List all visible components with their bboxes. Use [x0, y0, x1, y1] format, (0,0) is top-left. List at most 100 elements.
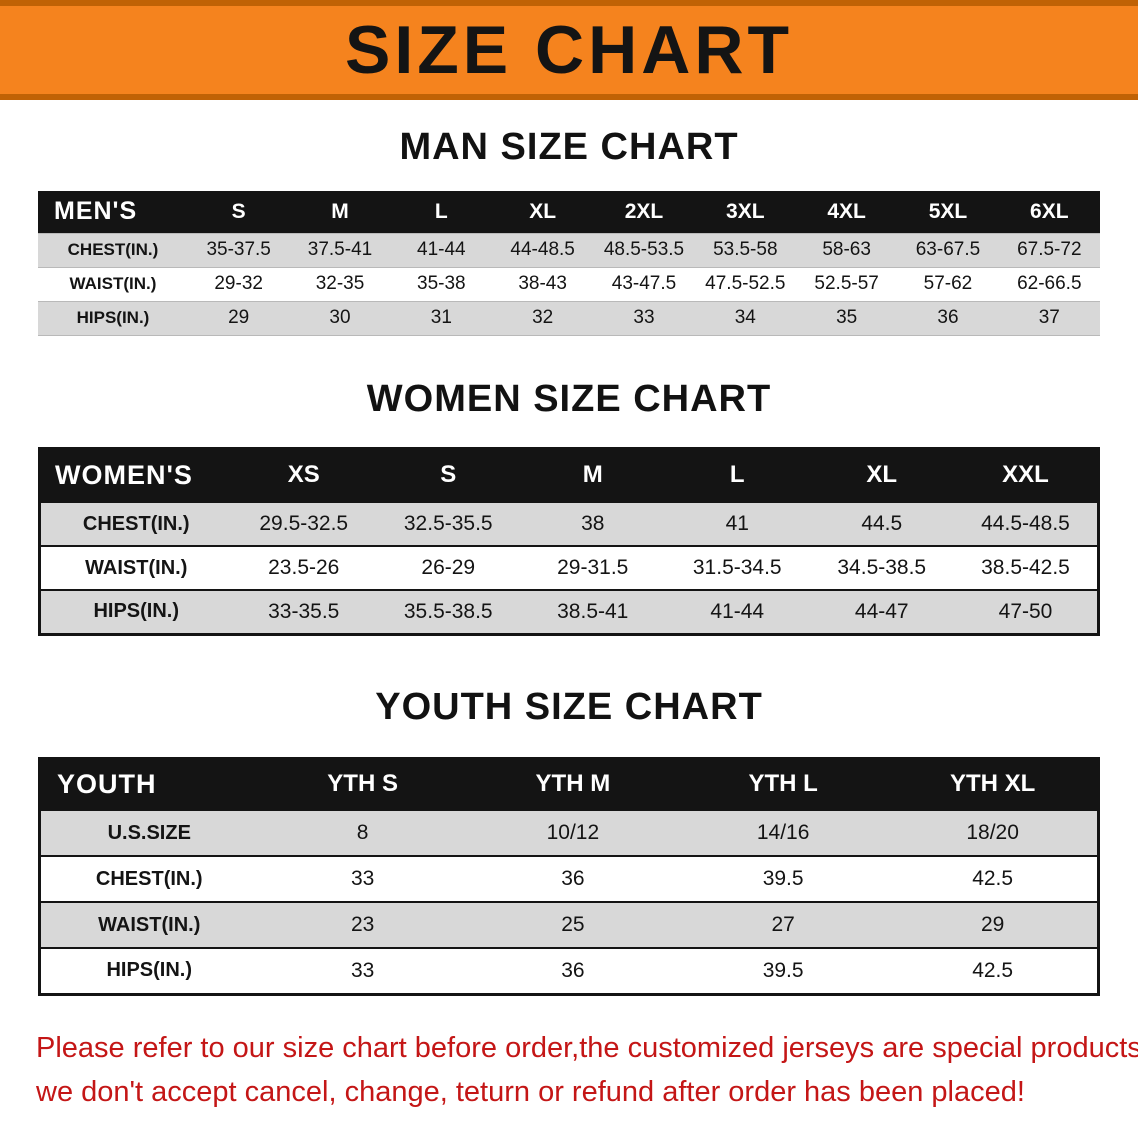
women-table-wrap: WOMEN'S XS S M L XL XXL CHEST(IN.) 29.5-32.5 32.5…	[38, 446, 1100, 636]
men-column-header: 3XL	[694, 191, 796, 233]
footer-disclaimer-line: Please refer to our size chart before or…	[36, 1031, 1138, 1064]
youth-section-heading: YOUTH SIZE CHART	[375, 685, 763, 728]
men-column-header: L	[390, 191, 492, 233]
youth-value-cell: 14/16	[678, 810, 889, 856]
youth-value-cell: 10/12	[467, 810, 678, 856]
women-value-cell: 41	[665, 502, 810, 546]
women-value-cell: 29.5-32.5	[231, 502, 376, 546]
men-column-header: M	[289, 191, 391, 233]
women-table-row: HIPS(IN.) 33-35.5 35.5-38.5 38.5-41 41-44 44-…	[39, 590, 1099, 634]
youth-value-cell: 29	[888, 902, 1099, 948]
men-row-label: WAIST(IN.)	[38, 267, 188, 301]
men-value-cell: 44-48.5	[491, 233, 594, 267]
women-row-label: WAIST(IN.)	[39, 546, 232, 590]
men-value-cell: 35	[795, 301, 898, 335]
men-value-cell: 37	[998, 301, 1100, 335]
women-row-label: HIPS(IN.)	[39, 590, 232, 634]
youth-value-cell: 23	[257, 902, 468, 948]
men-value-cell: 29	[188, 301, 290, 335]
men-value-cell: 67.5-72	[998, 233, 1100, 267]
women-value-cell: 38.5-42.5	[954, 546, 1099, 590]
youth-column-header: YTH XL	[888, 758, 1099, 810]
men-value-cell: 58-63	[795, 233, 898, 267]
youth-row-label: WAIST(IN.)	[39, 902, 258, 948]
men-table-row: HIPS(IN.) 29 30 31 32 33 34 35 36 37	[38, 301, 1100, 335]
youth-row-label: HIPS(IN.)	[39, 948, 258, 994]
youth-row-label: U.S.SIZE	[39, 810, 258, 856]
men-row-label: CHEST(IN.)	[38, 233, 188, 267]
men-value-cell: 48.5-53.5	[593, 233, 695, 267]
women-table-row: WAIST(IN.) 23.5-26 26-29 29-31.5 31.5-34.5 34…	[39, 546, 1099, 590]
men-value-cell: 38-43	[491, 267, 594, 301]
men-value-cell: 32-35	[289, 267, 391, 301]
women-row-label: CHEST(IN.)	[39, 502, 232, 546]
women-header-label: WOMEN'S	[39, 448, 232, 502]
men-section-heading: MAN SIZE CHART	[399, 126, 739, 168]
men-column-header: 5XL	[897, 191, 999, 233]
men-value-cell: 35-38	[390, 267, 492, 301]
women-value-cell: 44-47	[809, 590, 954, 634]
men-value-cell: 32	[491, 301, 594, 335]
women-value-cell: 38.5-41	[520, 590, 665, 634]
women-value-cell: 33-35.5	[231, 590, 376, 634]
men-column-header: 6XL	[998, 191, 1100, 233]
men-row-label: HIPS(IN.)	[38, 301, 188, 335]
women-value-cell: 47-50	[954, 590, 1099, 634]
youth-value-cell: 36	[467, 856, 678, 902]
women-column-header: M	[520, 448, 665, 502]
youth-column-header: YTH M	[467, 758, 678, 810]
youth-table-row: HIPS(IN.) 33 36 39.5 42.5	[39, 948, 1099, 994]
youth-value-cell: 36	[467, 948, 678, 994]
size-chart-banner: SIZE CHART	[0, 0, 1138, 100]
women-column-header: S	[376, 448, 521, 502]
men-table-row: WAIST(IN.) 29-32 32-35 35-38 38-43 43-47.5 47.…	[38, 267, 1100, 301]
men-value-cell: 63-67.5	[897, 233, 999, 267]
women-section: WOMEN SIZE CHART WOMEN'S XS S M L XL XXL CHEST(…	[0, 378, 1138, 636]
women-value-cell: 44.5-48.5	[954, 502, 1099, 546]
youth-column-header: YTH S	[257, 758, 468, 810]
youth-table-row: WAIST(IN.) 23 25 27 29	[39, 902, 1099, 948]
women-value-cell: 44.5	[809, 502, 954, 546]
men-value-cell: 41-44	[390, 233, 492, 267]
footer-disclaimer: Please refer to our size chart before or…	[36, 1026, 1138, 1116]
youth-value-cell: 33	[257, 948, 468, 994]
women-value-cell: 34.5-38.5	[809, 546, 954, 590]
women-value-cell: 29-31.5	[520, 546, 665, 590]
page-title: SIZE CHART	[345, 12, 793, 88]
men-value-cell: 29-32	[188, 267, 290, 301]
youth-value-cell: 8	[257, 810, 468, 856]
men-value-cell: 53.5-58	[694, 233, 796, 267]
youth-value-cell: 42.5	[888, 856, 1099, 902]
women-header-row: WOMEN'S XS S M L XL XXL	[39, 448, 1099, 502]
men-value-cell: 43-47.5	[593, 267, 695, 301]
women-column-header: XS	[231, 448, 376, 502]
youth-value-cell: 39.5	[678, 948, 889, 994]
men-header-row: MEN'S S M L XL 2XL 3XL 4XL 5XL 6XL	[38, 191, 1100, 233]
women-value-cell: 35.5-38.5	[376, 590, 521, 634]
youth-value-cell: 27	[678, 902, 889, 948]
men-value-cell: 52.5-57	[795, 267, 898, 301]
men-value-cell: 37.5-41	[289, 233, 391, 267]
men-section: MAN SIZE CHART MEN'S S M L XL 2XL 3XL 4XL 5XL 6XL…	[0, 126, 1138, 336]
men-size-table: MEN'S S M L XL 2XL 3XL 4XL 5XL 6XL CHEST(IN.) 35-37…	[38, 191, 1100, 336]
men-table-row: CHEST(IN.) 35-37.5 37.5-41 41-44 44-48.5 48.5…	[38, 233, 1100, 267]
women-value-cell: 32.5-35.5	[376, 502, 521, 546]
youth-value-cell: 18/20	[888, 810, 1099, 856]
youth-value-cell: 42.5	[888, 948, 1099, 994]
men-table-wrap: MEN'S S M L XL 2XL 3XL 4XL 5XL 6XL CHEST(IN.) 35-37…	[38, 191, 1100, 336]
youth-header-row: YOUTH YTH S YTH M YTH L YTH XL	[39, 758, 1099, 810]
men-value-cell: 47.5-52.5	[694, 267, 796, 301]
youth-header-label: YOUTH	[39, 758, 258, 810]
women-value-cell: 31.5-34.5	[665, 546, 810, 590]
women-value-cell: 23.5-26	[231, 546, 376, 590]
men-column-header: XL	[491, 191, 594, 233]
youth-column-header: YTH L	[678, 758, 889, 810]
youth-value-cell: 33	[257, 856, 468, 902]
men-header-label: MEN'S	[38, 191, 188, 233]
men-value-cell: 62-66.5	[998, 267, 1100, 301]
women-value-cell: 38	[520, 502, 665, 546]
women-value-cell: 26-29	[376, 546, 521, 590]
women-column-header: XL	[809, 448, 954, 502]
men-value-cell: 30	[289, 301, 391, 335]
men-column-header: S	[188, 191, 290, 233]
